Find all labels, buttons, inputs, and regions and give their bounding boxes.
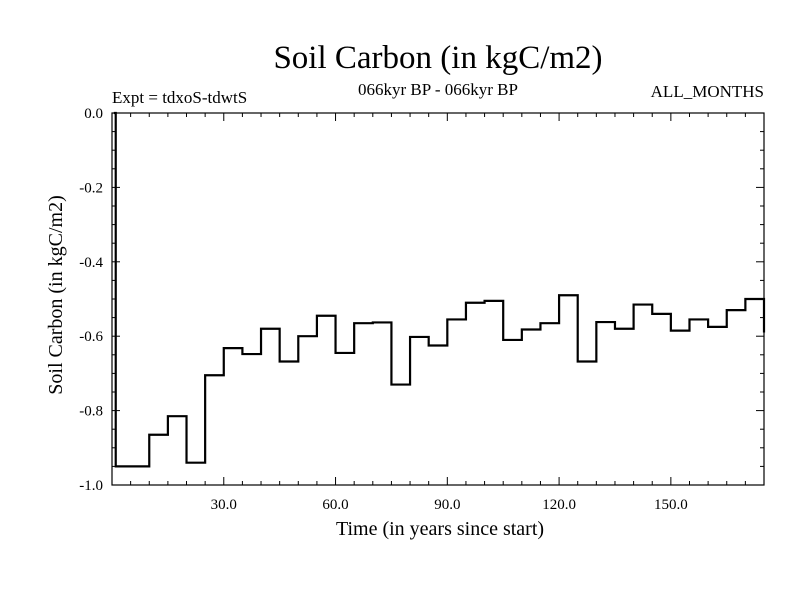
y-tick-label: 0.0 — [84, 106, 103, 122]
x-axis-label: Time (in years since start) — [336, 518, 544, 540]
y-tick-label: -0.6 — [79, 329, 103, 345]
period-label: 066kyr BP - 066kyr BP — [358, 80, 518, 99]
tick-labels: 30.0 60.0 90.0 120.0 150.0 0.0 -0.2 -0.4 -0.6 -0.… — [79, 106, 687, 513]
x-tick-label: 150.0 — [654, 497, 688, 513]
y-tick-label: -1.0 — [79, 478, 103, 494]
plot-frame — [111, 112, 765, 486]
x-tick-label: 30.0 — [211, 497, 237, 513]
y-tick-label: -0.8 — [79, 404, 103, 420]
experiment-label: Expt = tdxoS-tdwtS — [112, 88, 248, 107]
y-tick-label: -0.4 — [79, 255, 103, 271]
x-tick-label: 60.0 — [322, 497, 348, 513]
y-tick-label: -0.2 — [79, 180, 103, 196]
tick-marks — [112, 113, 764, 485]
months-label: ALL_MONTHS — [650, 82, 764, 101]
x-tick-label: 90.0 — [434, 497, 460, 513]
y-axis-label: Soil Carbon (in kgC/m2) — [45, 195, 67, 394]
chart-title: Soil Carbon (in kgC/m2) — [273, 40, 603, 76]
series-line — [113, 111, 766, 468]
x-tick-label: 120.0 — [542, 497, 576, 513]
